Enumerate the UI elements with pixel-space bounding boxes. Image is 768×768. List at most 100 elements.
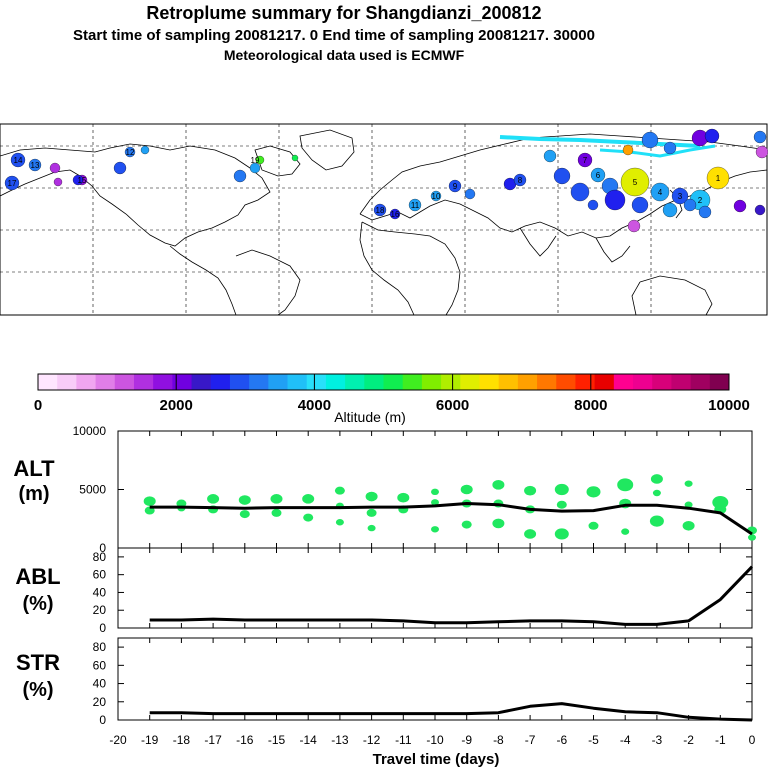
plume-day-label-1: 13: [31, 161, 40, 170]
alt-scatter-point: [649, 515, 664, 527]
colorbar-swatch-12: [268, 374, 289, 390]
alt-scatter-point: [460, 484, 473, 495]
alt-panel-label: ALT: [13, 456, 55, 481]
plume-day-label-6: 18: [376, 206, 385, 215]
alt-scatter-point: [554, 483, 569, 496]
plume-marker-23: [553, 167, 571, 185]
x-tick-label: -4: [620, 733, 631, 747]
plume-marker-3: [49, 162, 61, 174]
plume-marker-30: [671, 187, 689, 205]
alt-scatter-point: [652, 489, 661, 497]
colorbar-swatch-14: [306, 374, 327, 390]
plume-marker-29: [650, 182, 670, 202]
x-axis-label: Travel time (days): [373, 751, 500, 768]
alt-scatter-point: [712, 495, 729, 509]
colorbar-swatch-27: [556, 374, 576, 390]
colorbar-swatch-15: [325, 374, 346, 390]
alt-scatter-point: [684, 480, 693, 487]
x-tick-label: -7: [525, 733, 536, 747]
alt-scatter-point: [621, 528, 630, 535]
alt-scatter-point: [303, 513, 314, 522]
alt-scatter-point: [431, 488, 439, 496]
x-tick-label: -2: [683, 733, 694, 747]
panel-str: 0 20 40 60 80: [93, 637, 753, 727]
plume-marker-43: [753, 130, 767, 144]
map-grid: [0, 124, 767, 315]
alt-scatter-point: [492, 480, 505, 490]
colorbar-swatch-31: [633, 374, 653, 390]
x-tick-label: -6: [556, 733, 567, 747]
map-frame: [0, 123, 768, 316]
plume-marker-18: [448, 179, 462, 193]
x-tick-label: -5: [588, 733, 599, 747]
plume-day-label-16: 3: [678, 192, 683, 201]
plume-day-label-3: 15: [78, 176, 87, 185]
met-data-note: Meteorological data used is ECMWF: [223, 47, 465, 63]
alt-scatter-point: [271, 508, 282, 517]
alt-scatter-point: [556, 500, 567, 509]
colorbar-swatch-1: [57, 374, 77, 390]
plume-marker-39: [641, 131, 659, 149]
y-tick-label: 60: [93, 568, 107, 582]
plume-marker-13: [291, 154, 299, 162]
alt-scatter-point: [524, 485, 537, 496]
colorbar-swatch-33: [671, 374, 692, 390]
plume-marker-5: [53, 177, 63, 187]
plume-marker-40: [663, 141, 677, 155]
plume-day-label-7: 16: [391, 210, 400, 219]
alt-scatter-point: [461, 520, 472, 529]
x-tick-label: -10: [426, 733, 444, 747]
x-tick-label: -8: [493, 733, 504, 747]
alt-scatter-point: [239, 510, 250, 519]
plume-day-label-0: 14: [14, 156, 23, 165]
plume-day-label-4: 12: [126, 148, 135, 157]
y-tick-label: 80: [93, 640, 107, 654]
colorbar-swatch-32: [652, 374, 672, 390]
plume-marker-34: [631, 196, 649, 214]
alt-scatter-point: [335, 519, 344, 526]
alt-scatter-point: [586, 486, 601, 498]
alt-scatter-point: [617, 478, 634, 492]
plume-marker-35: [662, 202, 678, 218]
colorbar-swatch-13: [287, 374, 308, 390]
y-tick-label: 40: [93, 585, 107, 599]
plume-marker-25: [590, 167, 606, 183]
x-tick-label: -16: [236, 733, 254, 747]
colorbar-swatch-22: [460, 374, 480, 390]
colorbar-tick-label-1: 2000: [160, 397, 193, 414]
str-panel-unit: (%): [22, 679, 53, 701]
plume-marker-37: [698, 205, 712, 219]
alt-scatter-point: [650, 474, 663, 484]
x-tick-label: -11: [395, 733, 412, 747]
colorbar-tick-label-0: 0: [34, 397, 42, 414]
chart-title: Retroplume summary for Shangdianzi_20081…: [146, 3, 542, 23]
plume-day-label-11: 8: [518, 176, 523, 185]
plume-track-east: [599, 144, 716, 158]
alt-scatter-point: [492, 518, 505, 529]
plume-marker-32: [706, 166, 730, 190]
colorbar-tick-label-2: 4000: [298, 397, 331, 414]
alt-scatter-point: [524, 529, 537, 539]
plume-marker-17: [430, 190, 442, 202]
plume-day-label-12: 7: [583, 156, 588, 165]
plume-day-label-15: 4: [658, 188, 663, 197]
colorbar-swatch-18: [383, 374, 404, 390]
x-tick-label: -17: [204, 733, 222, 747]
colorbar-swatch-3: [95, 374, 116, 390]
altitude-colorbar: 0 2000 4000 6000 8000 10000 Altitude (m): [34, 373, 750, 425]
alt-scatter-point: [554, 528, 569, 540]
alt-scatter-point: [270, 494, 283, 504]
alt-scatter-point: [143, 496, 156, 507]
plume-marker-6: [72, 174, 84, 186]
x-tick-label: 0: [749, 733, 756, 747]
alt-scatter-point: [431, 526, 439, 533]
colorbar-swatch-20: [421, 374, 442, 390]
colorbar-swatch-6: [153, 374, 173, 390]
colorbar-swatch-16: [345, 374, 365, 390]
plume-marker-9: [140, 145, 150, 155]
series-line-abl: [149, 565, 754, 626]
colorbar-swatch-5: [133, 374, 154, 390]
plume-marker-47: [587, 199, 599, 211]
y-tick-label: 0: [99, 541, 106, 555]
